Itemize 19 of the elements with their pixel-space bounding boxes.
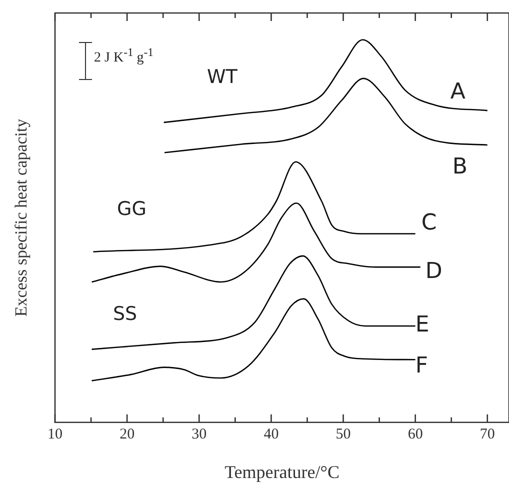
series-label: B [452,154,468,180]
series-label: C [421,210,437,236]
annotation: SS [113,303,138,325]
annotation: GG [117,198,146,220]
x-tick-label: 30 [192,426,207,442]
x-tick-label: 20 [120,426,135,442]
series-label: E [415,312,430,338]
series-label: D [425,258,442,284]
annotation: WT [207,66,238,88]
x-tick-label: 40 [264,426,279,442]
x-axis-title: Temperature/°C [224,462,340,482]
y-axis-title: Excess specific heat capacity [11,118,30,317]
annotation: 2 J K$^{-1}$ g$^{-1}$ [94,46,154,67]
x-tick-label: 10 [48,426,62,442]
x-tick-label: 60 [408,426,423,442]
series-label: A [450,79,466,104]
series-label: F [415,353,428,378]
x-tick-label: 50 [336,426,351,442]
x-tick-label: 70 [480,426,495,442]
